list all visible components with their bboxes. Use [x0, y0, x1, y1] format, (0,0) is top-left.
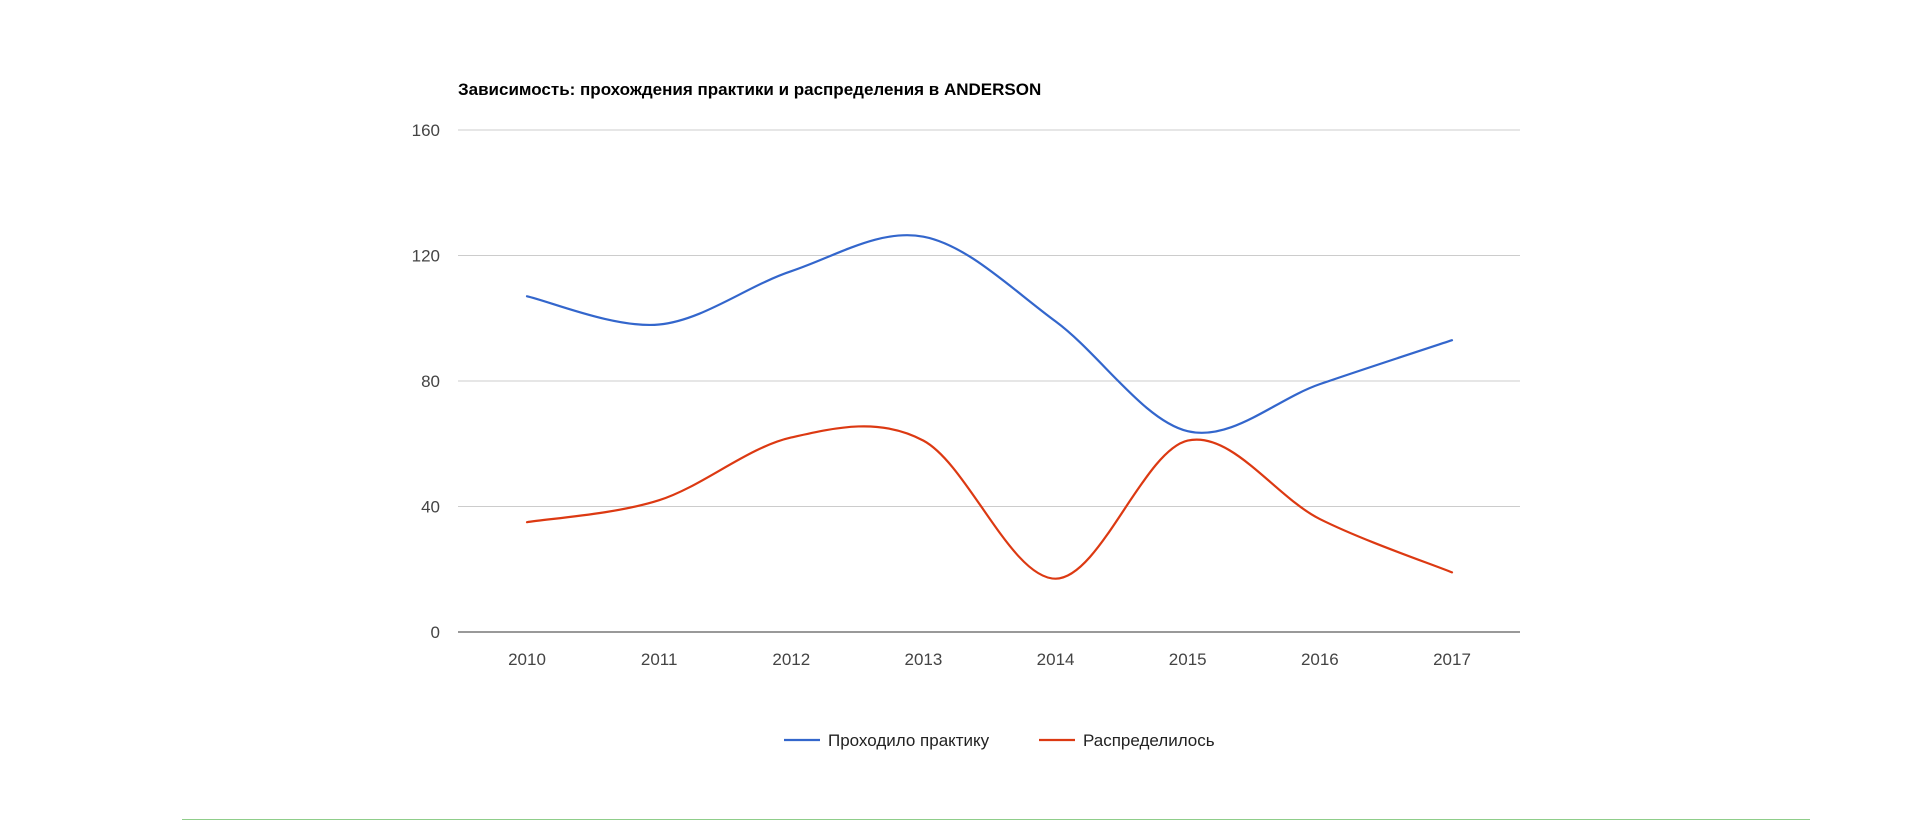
series-2-point[interactable] — [656, 497, 662, 503]
series-2-point[interactable] — [788, 434, 794, 440]
series-lines — [524, 234, 1455, 582]
legend-label: Проходило практику — [828, 731, 990, 750]
y-axis: 0 40 80 120 160 — [412, 121, 440, 642]
legend-item-1[interactable]: Проходило практику — [784, 731, 990, 750]
x-axis: 2010 2011 2012 2013 2014 2015 2016 2017 — [508, 650, 1471, 669]
x-tick-label: 2014 — [1037, 650, 1075, 669]
series-1-point[interactable] — [1317, 381, 1323, 387]
series-2-point[interactable] — [1449, 569, 1455, 575]
legend-item-2[interactable]: Распределилось — [1039, 731, 1215, 750]
series-1-point[interactable] — [524, 293, 530, 299]
series-1-point[interactable] — [1449, 337, 1455, 343]
series-1-point[interactable] — [788, 268, 794, 274]
x-tick-label: 2015 — [1169, 650, 1207, 669]
legend-label: Распределилось — [1083, 731, 1215, 750]
chart-title: Зависимость: прохождения практики и расп… — [458, 80, 1041, 99]
x-tick-label: 2012 — [772, 650, 810, 669]
y-tick-label: 160 — [412, 121, 440, 140]
series-2-point[interactable] — [1053, 576, 1059, 582]
x-tick-label: 2011 — [641, 650, 678, 669]
x-tick-label: 2016 — [1301, 650, 1339, 669]
x-tick-label: 2013 — [905, 650, 943, 669]
series-1-point[interactable] — [656, 322, 662, 328]
y-tick-label: 0 — [431, 623, 440, 642]
series-2-point[interactable] — [524, 519, 530, 525]
y-tick-label: 120 — [412, 247, 440, 266]
series-line-1[interactable] — [525, 234, 1454, 434]
series-1-point[interactable] — [1053, 318, 1059, 324]
series-2-point[interactable] — [920, 438, 926, 444]
series-2-point[interactable] — [1185, 438, 1191, 444]
series-2-point[interactable] — [1317, 516, 1323, 522]
y-tick-label: 80 — [421, 372, 440, 391]
series-1-point[interactable] — [1185, 428, 1191, 434]
legend[interactable]: Проходило практику Распределилось — [784, 731, 1215, 750]
series-line-2[interactable] — [525, 425, 1454, 580]
x-tick-label: 2010 — [508, 650, 546, 669]
series-1-point[interactable] — [920, 234, 926, 240]
y-tick-label: 40 — [421, 498, 440, 517]
gridlines — [458, 129, 1520, 633]
x-tick-label: 2017 — [1433, 650, 1471, 669]
